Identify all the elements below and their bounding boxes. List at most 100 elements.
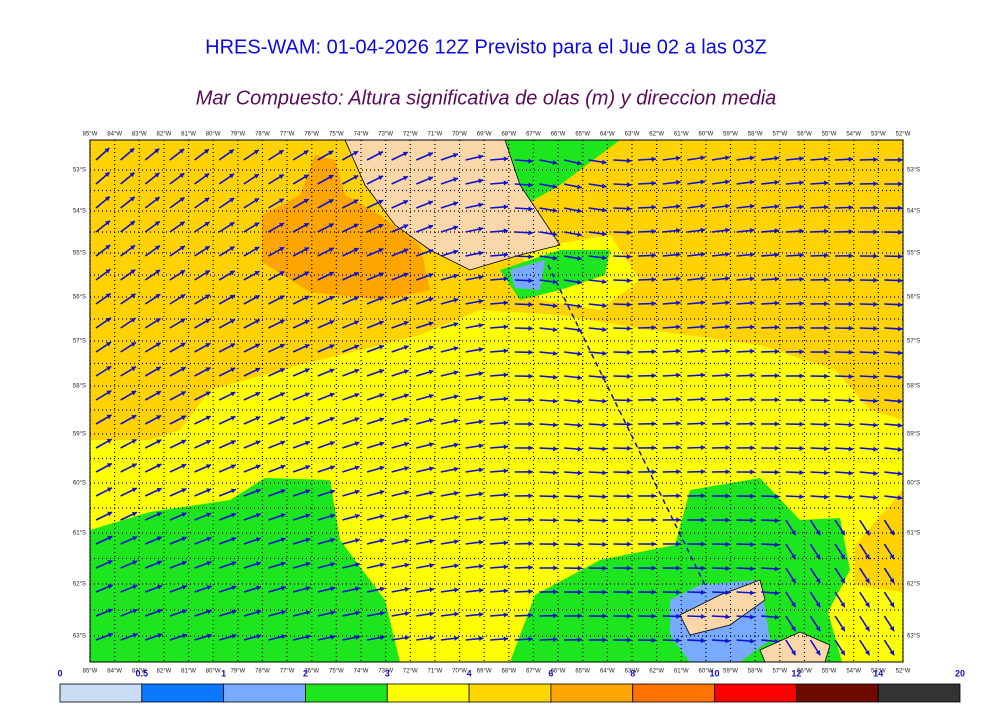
arrow-head [278, 174, 284, 179]
arrow-head [503, 372, 509, 378]
lon-label-bottom: 72°W [403, 669, 418, 675]
arrow-head [503, 396, 509, 402]
arrow-head [478, 347, 484, 353]
arrow-head [627, 565, 632, 571]
arrow-head [864, 602, 870, 608]
arrow-head [676, 396, 681, 402]
lon-label-top: 64°W [600, 132, 615, 138]
arrow-head [478, 587, 484, 593]
arrow-head [157, 608, 163, 614]
arrow-head [675, 155, 681, 161]
arrow-head [840, 554, 845, 560]
arrow-head [279, 222, 285, 228]
colorbar-segment [468, 683, 552, 703]
arrow-head [676, 300, 681, 306]
arrow-head [626, 182, 632, 188]
arrow-head [601, 159, 607, 165]
arrow-head [676, 228, 681, 234]
arrow-head [129, 221, 135, 226]
arrow-head [651, 300, 656, 307]
arrow-head [627, 637, 632, 643]
arrow-head [602, 613, 607, 619]
arrow-head [205, 294, 211, 300]
arrow-head [824, 325, 829, 331]
arrow-head [105, 245, 111, 250]
colorbar-label: 3 [385, 668, 390, 678]
arrow-head [602, 494, 607, 500]
arrow-head [774, 517, 780, 524]
lon-label-top: 66°W [551, 132, 566, 138]
arrow-head [774, 252, 780, 258]
arrow-head [231, 633, 237, 639]
arrow-head [154, 197, 160, 202]
arrow-head [873, 181, 878, 187]
arrow-head [602, 637, 607, 643]
arrow-head [503, 540, 509, 546]
arrow-head [897, 326, 903, 332]
arrow-head [231, 609, 237, 615]
arrow-head [230, 367, 236, 373]
arrow-head [552, 374, 558, 380]
arrow-head [453, 490, 459, 496]
arrow-head [799, 494, 804, 500]
arrow-head [205, 439, 211, 445]
arrow-head [182, 609, 187, 615]
lon-label-bottom: 67°W [526, 669, 541, 675]
arrow-head [106, 463, 112, 468]
arrow-head [528, 564, 533, 571]
arrow-head [602, 517, 607, 524]
arrow-head [799, 276, 804, 282]
arrow-head [305, 537, 311, 543]
arrow-head [577, 374, 582, 381]
arrow-head [848, 204, 854, 211]
arrow-head [815, 602, 821, 608]
arrow-head [279, 271, 285, 276]
lat-label-left: 58°S [73, 384, 86, 390]
arrow-head [676, 541, 681, 547]
arrow-head [528, 373, 533, 379]
arrow-head [552, 350, 558, 356]
lon-label-top: 59°W [723, 132, 738, 138]
arrow-head [840, 626, 845, 632]
arrow-head [799, 180, 804, 186]
arrow-head [280, 392, 285, 397]
arrow-head [799, 349, 804, 355]
colorbar-segment [223, 683, 306, 703]
arrow-head [453, 370, 459, 376]
arrow-head [873, 325, 878, 332]
arrow-head [602, 589, 607, 595]
arrow-head [553, 493, 558, 500]
arrow-head [278, 150, 284, 155]
sea-blue-2 [510, 260, 545, 290]
arrow-head [676, 637, 681, 643]
arrow-head [749, 252, 755, 258]
lon-label-top: 77°W [280, 132, 295, 138]
arrow-head [206, 585, 212, 591]
arrow-head [280, 464, 286, 470]
arrow-head [478, 491, 484, 497]
arrow-head [815, 530, 821, 536]
arrow-head [627, 469, 632, 475]
arrow-head [700, 276, 706, 282]
arrow-head [206, 464, 212, 469]
arrow-head [873, 398, 878, 404]
arrow-head [774, 614, 780, 620]
arrow-head [750, 421, 755, 427]
arrow-head [602, 470, 607, 476]
arrow-head [256, 585, 262, 591]
arrow-head [256, 609, 262, 615]
arrow-head [429, 587, 435, 593]
arrow-head [528, 636, 533, 642]
arrow-head [700, 493, 706, 499]
arrow-head [553, 517, 558, 523]
lon-label-bottom: 52°W [896, 669, 911, 675]
arrow-head [725, 517, 730, 523]
arrow-head [503, 564, 509, 570]
lon-label-bottom: 63°W [625, 669, 640, 675]
arrow-head [725, 203, 730, 209]
arrow-head [204, 270, 210, 275]
arrow-head [799, 252, 804, 258]
arrow-head [651, 397, 656, 403]
arrow-head [478, 419, 484, 425]
arrow-head [403, 272, 409, 278]
